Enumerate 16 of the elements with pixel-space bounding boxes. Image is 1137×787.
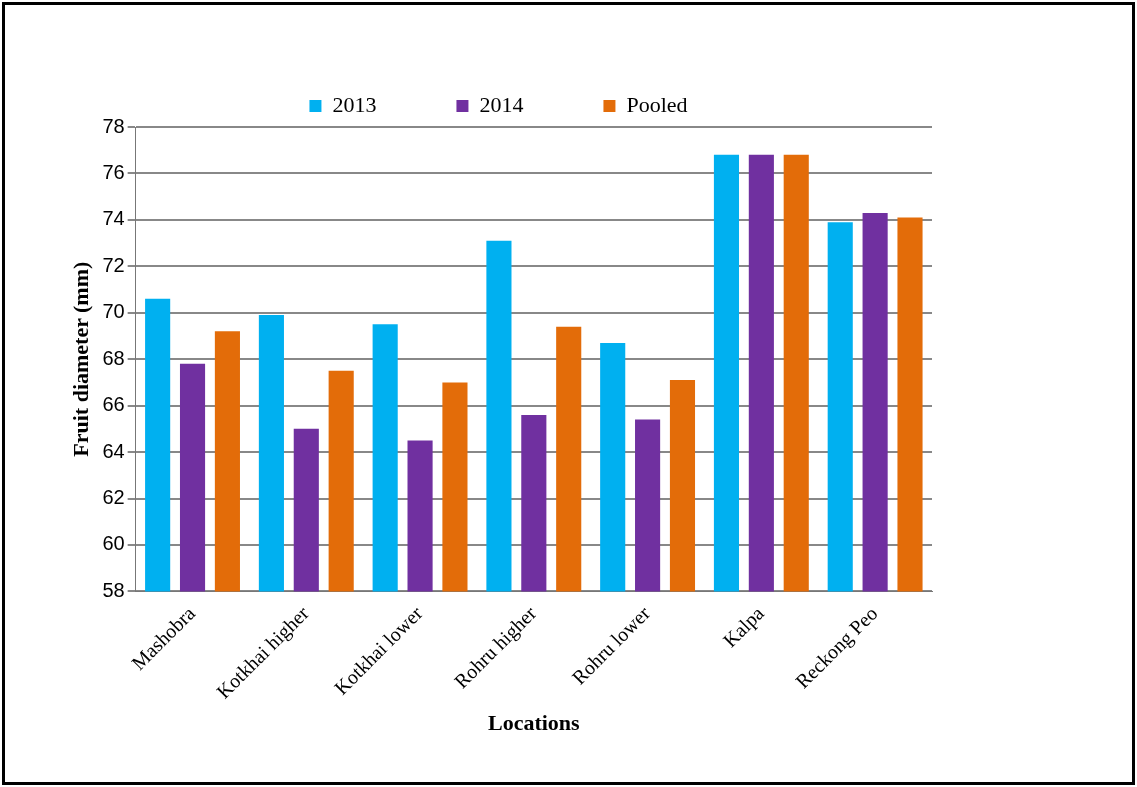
x-axis-title: Locations: [487, 710, 581, 736]
y-tick-label: 72: [102, 253, 125, 276]
y-tick-label: 62: [102, 486, 125, 509]
y-tick-label: 70: [102, 300, 125, 323]
legend-label: 2013: [332, 91, 377, 117]
y-tick-label: 74: [102, 207, 125, 230]
legend-label: 2014: [479, 91, 524, 117]
y-tick-label: 66: [102, 393, 125, 416]
y-tick-label: 78: [102, 114, 125, 137]
legend-label: Pooled: [626, 91, 688, 117]
y-tick-label: 68: [102, 346, 125, 369]
y-tick-label: 64: [102, 439, 125, 462]
y-tick-label: 60: [102, 532, 125, 555]
y-tick-label: 58: [102, 578, 125, 601]
y-tick-label: 76: [102, 160, 125, 183]
y-axis-title: Fruit diameter (mm): [67, 261, 93, 457]
